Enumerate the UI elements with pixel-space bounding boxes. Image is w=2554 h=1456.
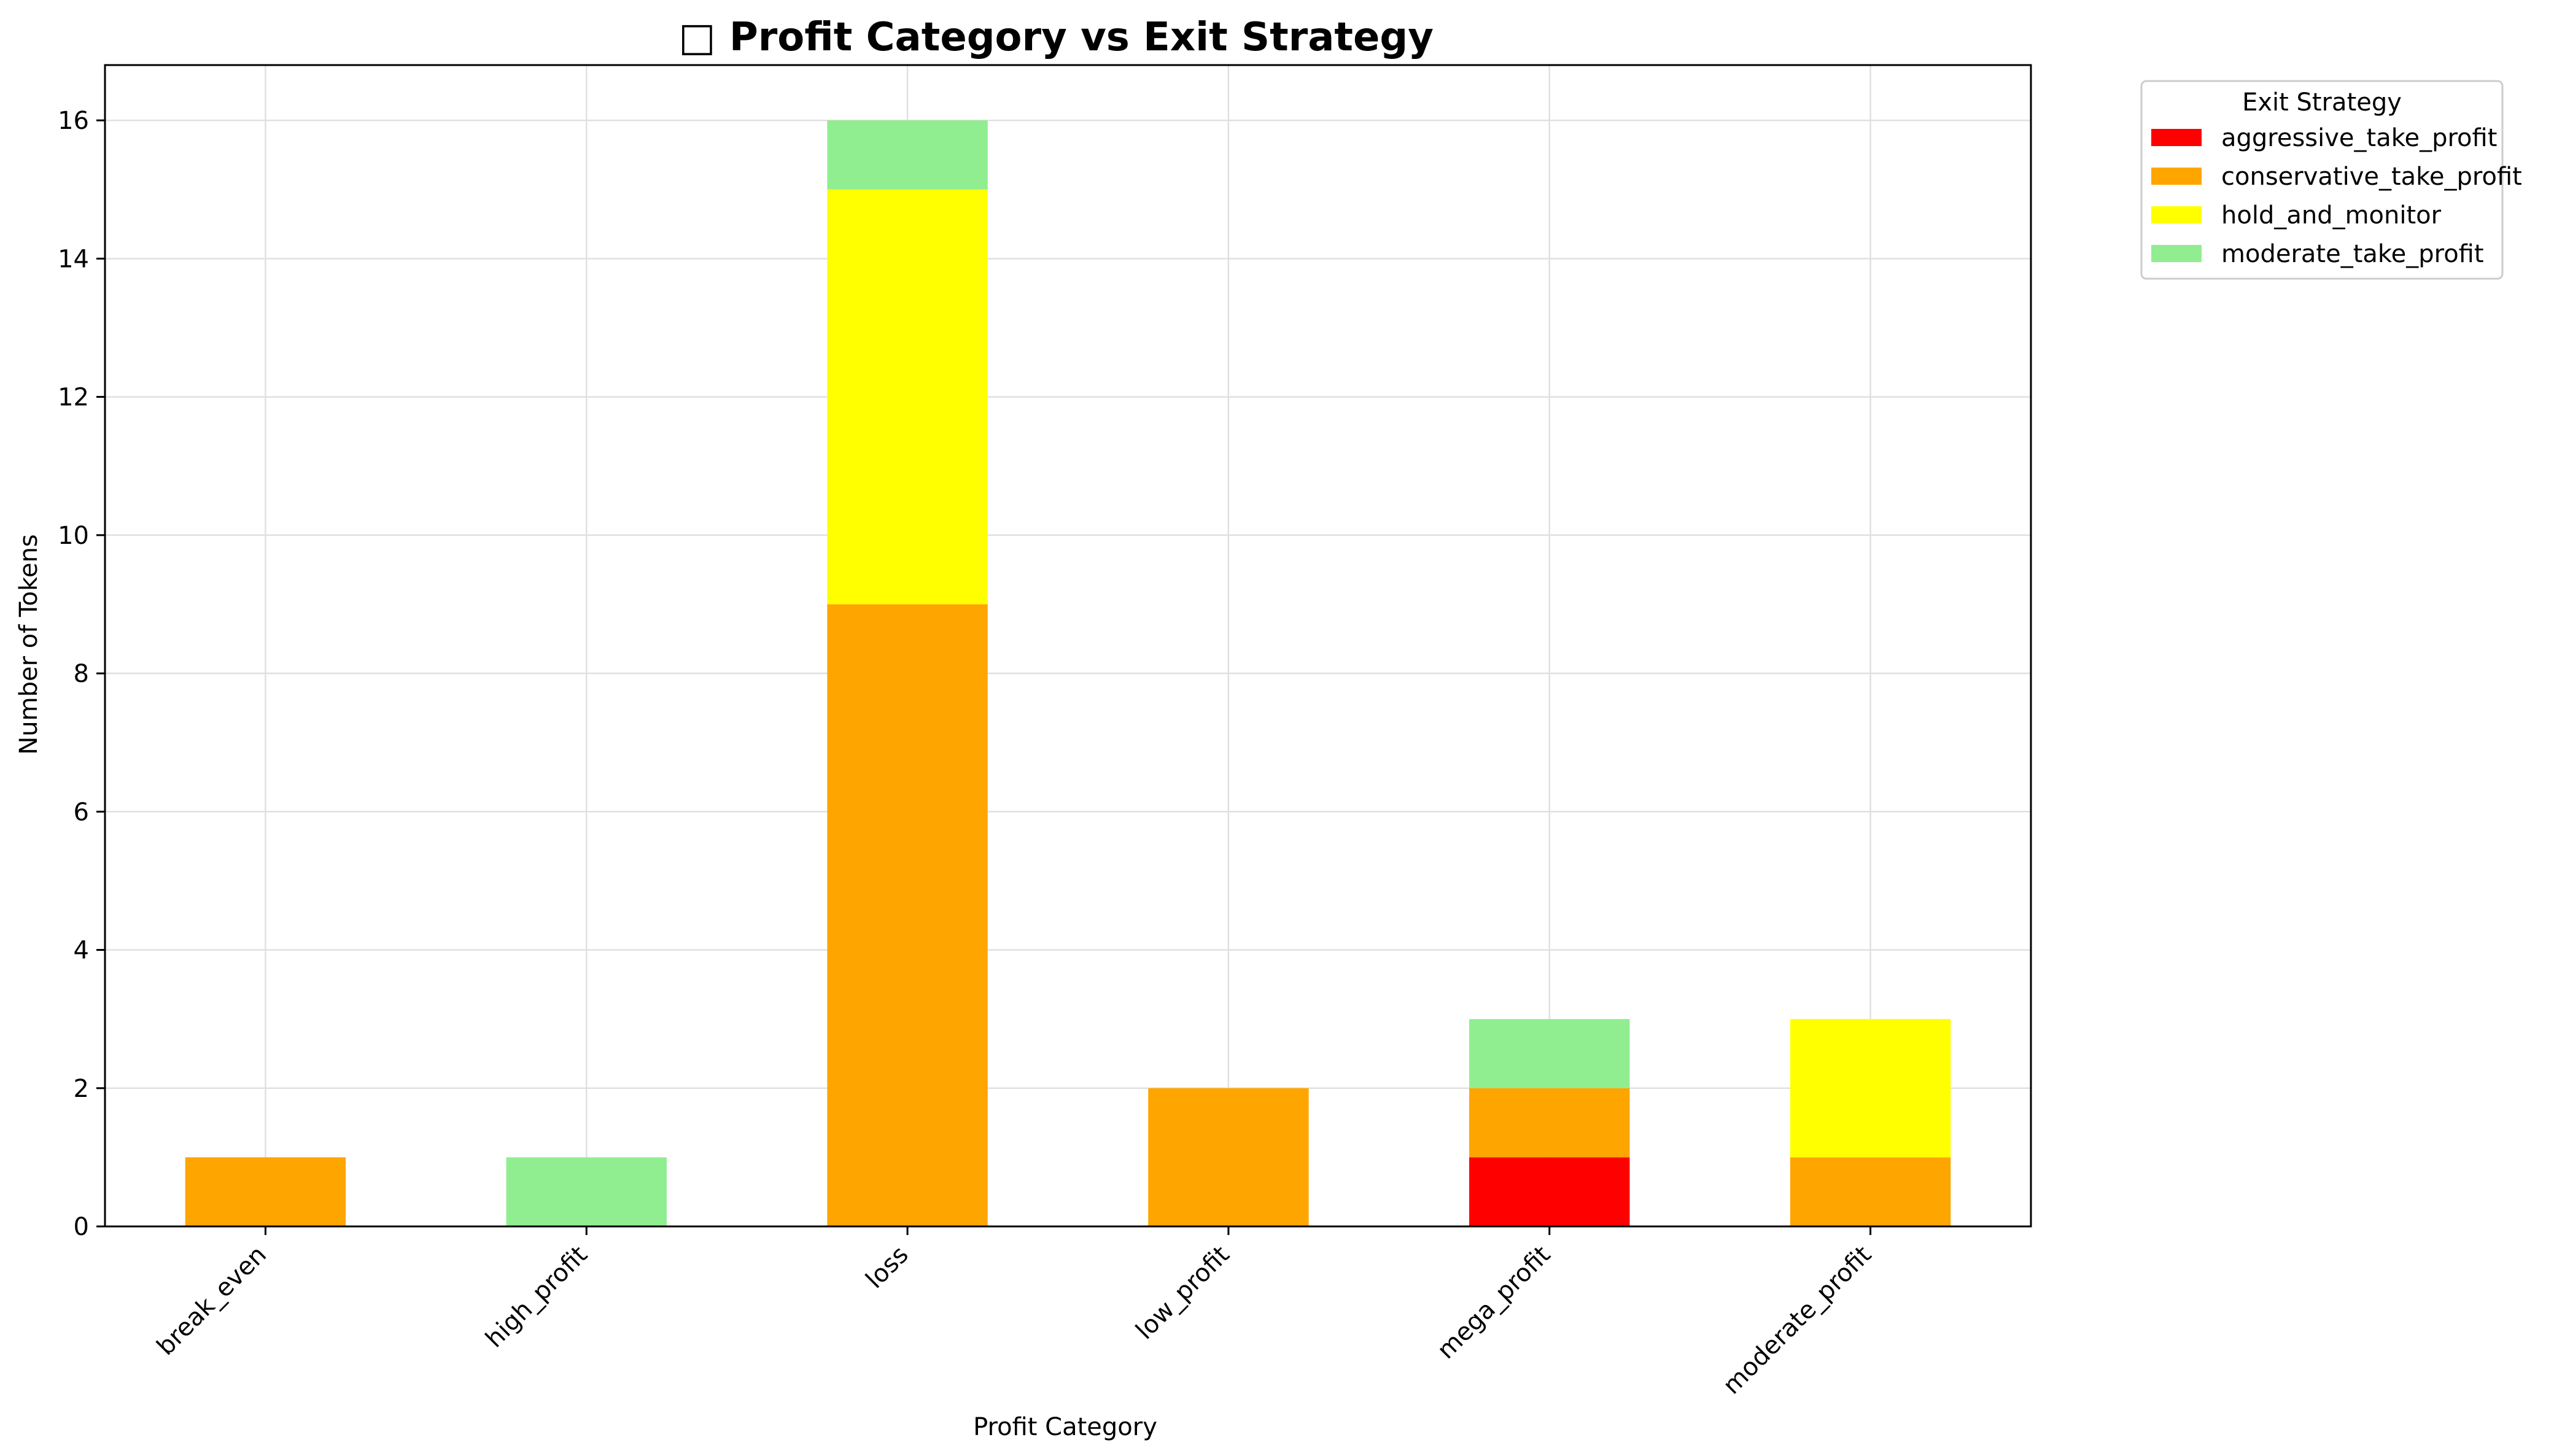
legend-label: conservative_take_profit (2221, 163, 2522, 191)
y-tick-label: 0 (74, 1213, 89, 1241)
y-tick-label: 2 (74, 1075, 89, 1103)
bar-segment (506, 1157, 667, 1226)
legend-swatch (2151, 129, 2202, 146)
legend-label: moderate_take_profit (2221, 240, 2484, 268)
y-tick-label: 4 (74, 937, 89, 965)
x-tick-label: loss (861, 1241, 914, 1294)
bar-segment (1469, 1088, 1630, 1158)
bar-segment (1469, 1019, 1630, 1088)
bar-segment (827, 120, 988, 190)
y-tick-label: 6 (74, 798, 89, 826)
x-tick-label: mega_profit (1432, 1241, 1556, 1365)
legend-swatch (2151, 245, 2202, 262)
bar-segment (1790, 1157, 1951, 1226)
bars (185, 120, 1951, 1226)
legend-label: aggressive_take_profit (2221, 124, 2497, 152)
bar-segment (185, 1157, 346, 1226)
chart-title-icon: □ (678, 15, 729, 60)
y-tick-label: 10 (58, 522, 89, 550)
y-axis-label: Number of Tokens (15, 534, 43, 754)
legend-swatch (2151, 168, 2202, 185)
x-tick-label: high_profit (480, 1241, 593, 1353)
bar-segment (1469, 1157, 1630, 1226)
y-tick-label: 14 (58, 245, 89, 273)
bar-segment (1790, 1019, 1951, 1158)
axes: 0 2 4 6 8 10 12 14 16 break_even high_profit loss lo… (58, 64, 2032, 1400)
plot-frame (104, 64, 2032, 1228)
bar-segment (827, 604, 988, 1226)
x-tick-label: low_profit (1130, 1241, 1235, 1345)
legend-label: hold_and_monitor (2221, 201, 2442, 230)
y-tick-label: 16 (58, 107, 89, 135)
grid-lines (105, 65, 2031, 1228)
chart-title: □ Profit Category vs Exit Strategy (678, 15, 1434, 60)
y-tick-label: 12 (58, 384, 89, 412)
legend-swatch (2151, 206, 2202, 223)
bar-segment (827, 189, 988, 605)
chart-title-text: Profit Category vs Exit Strategy (729, 15, 1434, 60)
x-tick-label: break_even (152, 1241, 272, 1361)
legend: Exit Strategy aggressive_take_profitconse… (2140, 80, 2522, 280)
legend-title: Exit Strategy (2242, 88, 2402, 117)
bar-segment (1148, 1088, 1309, 1226)
y-tick-label: 8 (74, 660, 89, 688)
legend-box (2140, 80, 2504, 280)
x-axis-label: Profit Category (973, 1413, 1157, 1441)
x-tick-label: moderate_profit (1718, 1241, 1877, 1400)
svg-text:□ Profit Category vs Exit Stra: □ Profit Category vs Exit Strategy (678, 15, 1434, 60)
